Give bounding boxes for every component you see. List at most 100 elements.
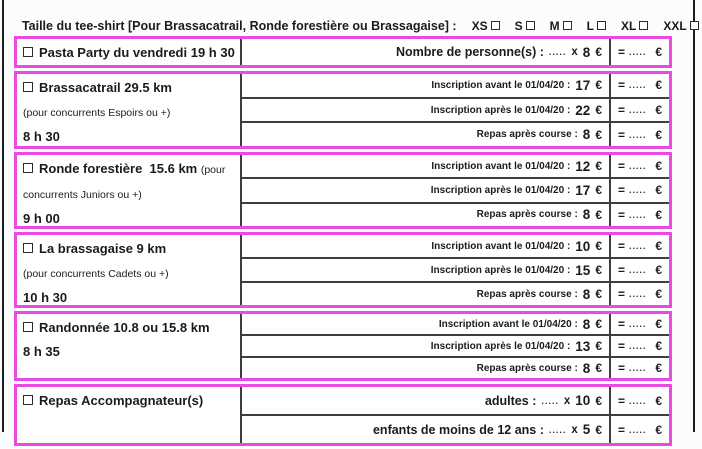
race-info-line: Repas Accompagnateur(s) <box>23 389 234 413</box>
race-info-line: Ronde forestière 15.6 km (pour <box>23 157 234 182</box>
total-cell[interactable]: =..... € <box>609 259 669 281</box>
total-cell[interactable]: =..... € <box>609 123 669 147</box>
fee-row: Inscription avant le 01/04/20 : 8 € =..... € <box>242 314 669 336</box>
quantity-blank[interactable]: ..... <box>548 424 567 435</box>
total-blank: ..... <box>629 395 647 406</box>
total-cell[interactable]: =..... € <box>609 39 669 65</box>
race-info-text: Pasta Party du vendredi 19 h 30 <box>39 45 235 60</box>
fee-row: enfants de moins de 12 ans :..... x 5 € =...… <box>242 416 669 443</box>
fee-label-cell: Inscription après le 01/04/20 : 17 € <box>242 179 609 201</box>
total-cell[interactable]: =..... € <box>609 387 669 414</box>
total-cell[interactable]: =..... € <box>609 179 669 202</box>
fee-row: Inscription après le 01/04/20 :17 € =.....… <box>242 179 669 204</box>
total-cell[interactable]: =..... € <box>609 203 669 226</box>
fee-label: Inscription avant le 01/04/20 : <box>431 160 571 172</box>
total-cell[interactable]: =..... € <box>609 314 669 334</box>
currency-sign: € <box>595 393 602 408</box>
total-cell[interactable]: =..... € <box>609 336 669 356</box>
size-options: XS S M L XL XXL <box>457 19 699 33</box>
fee-rows: Inscription avant le 01/04/20 :12 € =.....… <box>242 155 669 226</box>
race-block: La brassagaise 9 km (pour concurrents Cad… <box>14 232 672 308</box>
equals-sign: = <box>618 45 626 59</box>
fee-label: Inscription avant le 01/04/20 : <box>431 240 571 252</box>
currency-sign: € <box>595 78 602 93</box>
race-info-cell: Brassacatrail 29.5 km (pour concurrents E… <box>17 74 242 146</box>
fee-price: 8 <box>582 207 591 223</box>
equals-sign: = <box>618 183 626 198</box>
size-option-label: XXL <box>663 19 687 33</box>
size-checkbox-xs[interactable] <box>490 21 500 30</box>
race-checkbox[interactable] <box>23 47 33 57</box>
fee-price: 8 <box>582 316 591 332</box>
fee-price: 17 <box>575 182 591 198</box>
size-checkbox-xxl[interactable] <box>689 21 699 30</box>
race-info-line: concurrents Juniors ou +) <box>23 182 234 207</box>
fee-label-cell: Repas après course : 8 € <box>242 204 609 226</box>
currency-sign: € <box>595 317 602 331</box>
fee-price: 10 <box>575 393 591 408</box>
fee-label: Repas après course : <box>476 288 578 300</box>
size-checkbox-l[interactable] <box>596 21 606 30</box>
fee-row: Inscription après le 01/04/20 :13 € =.....… <box>242 336 669 358</box>
fee-label-cell: Inscription après le 01/04/20 : 22 € <box>242 99 609 122</box>
size-checkbox-xl[interactable] <box>639 21 649 30</box>
total-blank: ..... <box>629 185 647 196</box>
fee-label: Inscription après le 01/04/20 : <box>430 184 571 196</box>
fee-label-cell: adultes :..... x 10 € <box>242 387 609 414</box>
fee-label-cell: Inscription avant le 01/04/20 : 17 € <box>242 74 609 97</box>
fee-label: adultes : <box>484 393 537 408</box>
tshirt-size-line: Taille du tee-shirt [Pour Brassacatrail,… <box>15 5 699 33</box>
size-checkbox-s[interactable] <box>525 21 535 30</box>
race-checkbox[interactable] <box>23 322 33 332</box>
total-cell[interactable]: =..... € <box>609 74 669 97</box>
total-blank: ..... <box>629 105 647 115</box>
currency-sign: € <box>595 339 602 353</box>
multiply-sign: x <box>571 46 578 58</box>
currency-sign: € <box>595 159 602 174</box>
fee-rows: Inscription avant le 01/04/20 : 8 € =..... €… <box>242 314 669 378</box>
fee-label: Repas après course : <box>476 129 578 141</box>
race-checkbox[interactable] <box>23 82 33 92</box>
total-cell[interactable]: =..... € <box>609 283 669 305</box>
fee-row: Inscription après le 01/04/20 :22 € =.....… <box>242 98 669 124</box>
equals-sign: = <box>618 103 626 117</box>
size-option-xl: XL <box>621 19 649 33</box>
currency-sign: € <box>655 422 662 437</box>
size-option-s: S <box>515 19 535 33</box>
fee-label-cell: Repas après course : 8 € <box>242 283 609 305</box>
currency-sign: € <box>655 239 662 253</box>
currency-sign: € <box>655 159 662 174</box>
fee-price: 12 <box>575 158 591 174</box>
quantity-blank[interactable]: ..... <box>541 395 559 406</box>
size-checkbox-m[interactable] <box>562 21 572 30</box>
total-cell[interactable]: =..... € <box>609 155 669 178</box>
fee-label: Inscription après le 01/04/20 : <box>430 340 571 352</box>
fee-label: Inscription avant le 01/04/20 : <box>431 79 571 91</box>
total-blank: ..... <box>629 241 647 251</box>
race-checkbox[interactable] <box>23 395 33 405</box>
race-info-text: (pour concurrents Espoirs ou +) <box>23 107 171 119</box>
total-cell[interactable]: =..... € <box>609 235 669 257</box>
fee-label-cell: Inscription avant le 01/04/20 : 8 € <box>242 314 609 334</box>
quantity-blank[interactable]: ..... <box>548 47 567 57</box>
fee-label: Inscription avant le 01/04/20 : <box>438 318 578 330</box>
fee-row: Repas après course : 8 € =..... € <box>242 203 669 226</box>
total-cell[interactable]: =..... € <box>609 416 669 443</box>
total-cell[interactable]: =..... € <box>609 98 669 122</box>
race-info-line: Brassacatrail 29.5 km <box>23 76 234 100</box>
race-checkbox[interactable] <box>23 163 33 173</box>
total-blank: ..... <box>629 47 647 57</box>
equals-sign: = <box>618 127 626 142</box>
total-blank: ..... <box>629 363 647 373</box>
total-cell[interactable]: =..... € <box>609 358 669 378</box>
fee-price: 8 <box>582 286 591 302</box>
race-info-line: 8 h 30 <box>23 125 234 146</box>
race-checkbox[interactable] <box>23 243 33 253</box>
total-blank: ..... <box>629 80 647 91</box>
size-option-label: M <box>549 19 560 33</box>
fee-label: Repas après course : <box>476 362 578 374</box>
fee-label: Nombre de personne(s) : <box>395 45 544 59</box>
total-blank: ..... <box>629 265 647 275</box>
currency-sign: € <box>595 422 602 437</box>
fee-label-cell: Inscription après le 01/04/20 : 13 € <box>242 336 609 356</box>
